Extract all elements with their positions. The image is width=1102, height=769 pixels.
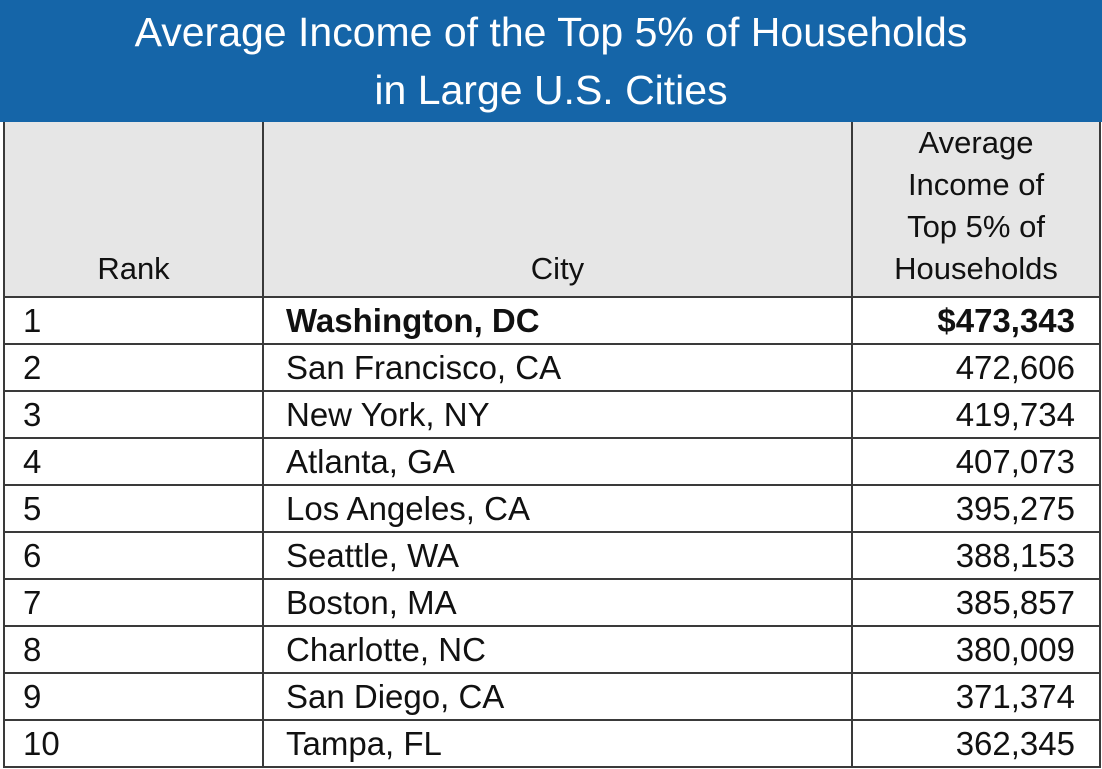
header-row: Rank City Average Income of Top 5% of Ho… [3, 122, 1101, 298]
table-row: 1 Washington, DC $473,343 [3, 297, 1101, 345]
rank-cell: 8 [3, 626, 264, 674]
income-table: Rank City Average Income of Top 5% of Ho… [3, 122, 1101, 768]
city-cell: Seattle, WA [262, 532, 853, 580]
city-cell: Atlanta, GA [262, 438, 853, 486]
city-cell: Tampa, FL [262, 720, 853, 768]
table-body: 1 Washington, DC $473,343 2 San Francisco, C… [3, 297, 1101, 768]
header-rank: Rank [3, 122, 264, 298]
rank-cell: 7 [3, 579, 264, 627]
table-row: 10 Tampa, FL 362,345 [3, 720, 1101, 768]
rank-cell: 9 [3, 673, 264, 721]
table-row: 9 San Diego, CA 371,374 [3, 673, 1101, 721]
header-city: City [262, 122, 853, 298]
income-cell: 371,374 [851, 673, 1101, 721]
header-income-line: Average [918, 125, 1034, 160]
table-row: 4 Atlanta, GA 407,073 [3, 438, 1101, 486]
header-income-line: Top 5% of [907, 209, 1045, 244]
table-row: 8 Charlotte, NC 380,009 [3, 626, 1101, 674]
rank-cell: 1 [3, 297, 264, 345]
income-cell: 407,073 [851, 438, 1101, 486]
city-cell: New York, NY [262, 391, 853, 439]
city-cell: Boston, MA [262, 579, 853, 627]
rank-cell: 10 [3, 720, 264, 768]
header-income-line: Income of [907, 167, 1045, 202]
city-cell: Charlotte, NC [262, 626, 853, 674]
rank-cell: 6 [3, 532, 264, 580]
rank-cell: 5 [3, 485, 264, 533]
table-row: 7 Boston, MA 385,857 [3, 579, 1101, 627]
income-cell: 385,857 [851, 579, 1101, 627]
income-cell: 380,009 [851, 626, 1101, 674]
title-line-1: Average Income of the Top 5% of Househol… [134, 9, 968, 55]
table-title: Average Income of the Top 5% of Househol… [0, 0, 1102, 122]
city-cell: Washington, DC [262, 297, 853, 345]
income-cell: 395,275 [851, 485, 1101, 533]
title-line-2: in Large U.S. Cities [374, 67, 728, 113]
table-row: 6 Seattle, WA 388,153 [3, 532, 1101, 580]
city-cell: Los Angeles, CA [262, 485, 853, 533]
income-cell: 388,153 [851, 532, 1101, 580]
rank-cell: 3 [3, 391, 264, 439]
income-cell: $473,343 [851, 297, 1101, 345]
header-income-line: Households [894, 251, 1058, 286]
income-cell: 419,734 [851, 391, 1101, 439]
table-row: 2 San Francisco, CA 472,606 [3, 344, 1101, 392]
income-cell: 472,606 [851, 344, 1101, 392]
income-cell: 362,345 [851, 720, 1101, 768]
city-cell: San Diego, CA [262, 673, 853, 721]
table-row: 5 Los Angeles, CA 395,275 [3, 485, 1101, 533]
rank-cell: 4 [3, 438, 264, 486]
city-cell: San Francisco, CA [262, 344, 853, 392]
header-income: Average Income of Top 5% of Households [851, 122, 1101, 298]
rank-cell: 2 [3, 344, 264, 392]
table-row: 3 New York, NY 419,734 [3, 391, 1101, 439]
